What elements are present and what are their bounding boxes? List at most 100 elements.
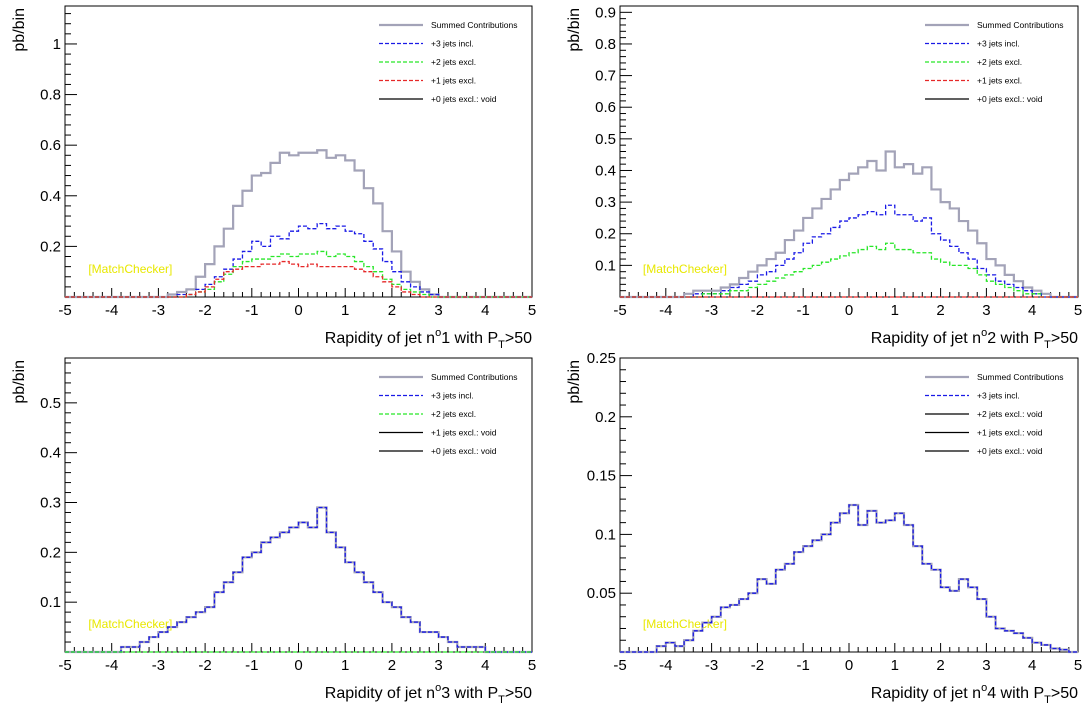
x-tick-label: 3 [434, 657, 442, 674]
y-tick-label: 0.05 [587, 585, 616, 602]
panel-2: -5 -4 -3 -2 -1 0 1 2 3 4 5 0.1 0.2 0.3 0.4 0.5 0.6 0.7 0.8… [566, 4, 1082, 351]
legend-label: +2 jets excl.: void [977, 409, 1043, 419]
x-tick-label: 0 [845, 302, 853, 319]
x-axis-title: Rapidity of jet no2 with PT>50 [871, 327, 1078, 351]
y-tick-label: 0.2 [40, 544, 61, 561]
y-tick-label: 1 [53, 36, 61, 53]
legend: Summed Contributions +3 jets incl. +2 jets… [379, 20, 517, 104]
x-tick-label: -1 [245, 657, 258, 674]
y-tick-label: 0.3 [40, 495, 61, 512]
x-tick-label: -2 [751, 302, 764, 319]
x-axis-title: Rapidity of jet no1 with PT>50 [325, 327, 532, 351]
panel-4: -5 -4 -3 -2 -1 0 1 2 3 4 5 0.05 0.1 0.15 0.2 0.25pb/bin… [566, 350, 1082, 704]
y-tick-label: 0.2 [595, 409, 616, 426]
y-axis-title: pb/bin [566, 8, 583, 52]
legend-label: +0 jets excl.: void [431, 446, 497, 456]
legend-label: +3 jets incl. [431, 39, 474, 49]
legend-label: +1 jets excl. [431, 76, 476, 86]
x-tick-label: -1 [797, 302, 810, 319]
x-tick-label: 4 [1028, 302, 1036, 319]
legend: Summed Contributions +3 jets incl. +2 jets… [925, 20, 1063, 104]
watermark-label: [MatchChecker] [88, 617, 172, 631]
x-tick-label: 5 [1074, 302, 1082, 319]
x-tick-label: -5 [58, 302, 71, 319]
x-tick-label: -4 [105, 302, 118, 319]
x-axis-title: Rapidity of jet no3 with PT>50 [325, 682, 532, 704]
watermark-label: [MatchChecker] [88, 262, 172, 276]
y-tick-label: 0.1 [595, 526, 616, 543]
y-tick-label: 0.3 [595, 194, 616, 211]
legend-label: Summed Contributions [977, 20, 1063, 30]
x-tick-label: -4 [659, 302, 672, 319]
watermark-label: [MatchChecker] [643, 262, 727, 276]
legend-label: +3 jets incl. [431, 391, 474, 401]
x-tick-label: -4 [659, 657, 672, 674]
x-tick-label: -4 [105, 657, 118, 674]
x-tick-label: 4 [1028, 657, 1036, 674]
legend-label: +0 jets excl.: void [977, 94, 1043, 104]
series--3-jets-incl- [620, 204, 1078, 298]
legend-label: +3 jets incl. [977, 39, 1020, 49]
x-tick-label: -2 [198, 302, 211, 319]
legend-label: +1 jets excl.: void [431, 428, 497, 438]
y-tick-label: 0.9 [595, 4, 616, 21]
x-tick-label: 1 [341, 302, 349, 319]
y-tick-label: 0.4 [595, 162, 616, 179]
y-tick-label: 0.8 [595, 36, 616, 53]
y-tick-label: 0.4 [40, 445, 61, 462]
x-tick-label: -3 [705, 302, 718, 319]
legend-label: +2 jets excl. [431, 409, 476, 419]
x-tick-label: 0 [294, 657, 302, 674]
series--3-jets-incl- [65, 222, 532, 298]
y-axis-title: pb/bin [11, 8, 28, 52]
x-tick-label: 3 [434, 302, 442, 319]
y-tick-label: 0.6 [40, 137, 61, 154]
x-tick-label: 5 [528, 302, 536, 319]
legend: Summed Contributions +3 jets incl. +2 jets… [925, 372, 1063, 456]
x-tick-label: -1 [797, 657, 810, 674]
x-tick-label: 5 [1074, 657, 1082, 674]
plot-frame [64, 5, 533, 298]
legend-label: +2 jets excl. [431, 57, 476, 67]
legend: Summed Contributions +3 jets incl. +2 jets… [379, 372, 517, 456]
y-tick-label: 0.5 [40, 395, 61, 412]
y-tick-label: 0.4 [40, 188, 61, 205]
x-axis-title: Rapidity of jet no4 with PT>50 [871, 682, 1078, 704]
y-axis-title: pb/bin [11, 360, 28, 404]
plot-frame [64, 357, 533, 653]
x-tick-label: -3 [152, 302, 165, 319]
legend-label: +0 jets excl.: void [977, 446, 1043, 456]
x-tick-label: 0 [294, 302, 302, 319]
x-tick-label: -2 [751, 657, 764, 674]
x-tick-label: 1 [891, 657, 899, 674]
y-tick-label: 0.15 [587, 468, 616, 485]
series--2-jets-excl- [620, 242, 1078, 298]
x-tick-label: 5 [528, 657, 536, 674]
series--3-jets-incl- [65, 506, 532, 653]
y-tick-label: 0.7 [595, 68, 616, 85]
y-tick-label: 0.6 [595, 99, 616, 116]
y-tick-label: 0.1 [595, 257, 616, 274]
legend-label: Summed Contributions [977, 372, 1063, 382]
x-tick-label: 3 [982, 302, 990, 319]
x-tick-label: 2 [388, 657, 396, 674]
legend-label: +0 jets excl.: void [431, 94, 497, 104]
x-tick-label: -3 [152, 657, 165, 674]
legend-label: Summed Contributions [431, 20, 517, 30]
x-tick-label: -2 [198, 657, 211, 674]
y-tick-label: 0.25 [587, 350, 616, 367]
panel-1: -5 -4 -3 -2 -1 0 1 2 3 4 5 0.2 0.4 0.6 0.8 1 pb/bin Rapid… [11, 5, 536, 351]
y-tick-label: 0.2 [595, 226, 616, 243]
x-tick-label: 2 [936, 302, 944, 319]
x-tick-label: -5 [613, 657, 626, 674]
x-tick-label: 4 [481, 302, 489, 319]
series-summed-contributions [620, 150, 1078, 299]
x-tick-label: -3 [705, 657, 718, 674]
series--3-jets-incl- [620, 504, 1078, 653]
legend-label: +3 jets incl. [977, 391, 1020, 401]
y-tick-label: 0.5 [595, 131, 616, 148]
x-tick-label: 4 [481, 657, 489, 674]
y-axis-title: pb/bin [566, 360, 583, 404]
x-tick-label: -5 [58, 657, 71, 674]
